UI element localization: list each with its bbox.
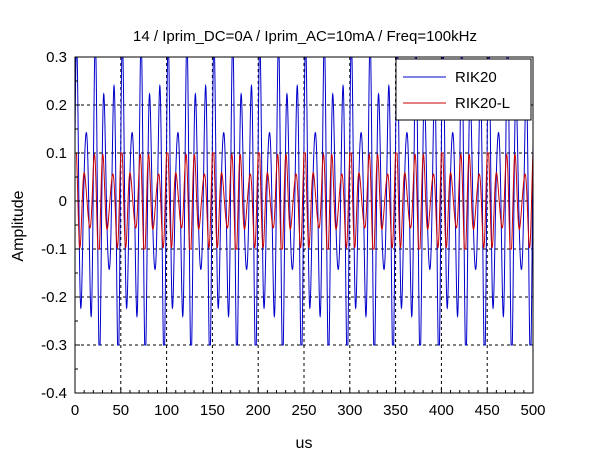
y-tick-label: 0.2 xyxy=(46,97,67,114)
y-tick-label: -0.2 xyxy=(41,289,67,306)
x-tick-label: 400 xyxy=(429,402,454,419)
x-tick-label: 100 xyxy=(154,402,179,419)
x-tick-label: 450 xyxy=(475,402,500,419)
legend-label-rik20-l: RIK20-L xyxy=(455,95,510,112)
y-tick-label: 0.3 xyxy=(46,49,67,66)
series-line-rik20 xyxy=(74,56,534,346)
x-tick-label: 250 xyxy=(291,402,316,419)
legend-label-rik20: RIK20 xyxy=(455,69,497,86)
y-axis-label: Amplitude xyxy=(10,190,27,261)
x-tick-label: 200 xyxy=(246,402,271,419)
y-tick-label: 0 xyxy=(59,193,67,210)
x-tick-label: 350 xyxy=(383,402,408,419)
y-tick-label: 0.1 xyxy=(46,145,67,162)
x-tick-label: 300 xyxy=(337,402,362,419)
series-layer xyxy=(74,56,534,346)
legend: RIK20 RIK20-L xyxy=(395,58,532,121)
x-axis-label: us xyxy=(296,435,313,452)
y-tick-label: -0.1 xyxy=(41,241,67,258)
legend-box xyxy=(395,58,532,121)
chart-title: 14 / Iprim_DC=0A / Iprim_AC=10mA / Freq=… xyxy=(133,28,477,45)
x-tick-label: 0 xyxy=(71,402,79,419)
x-tick-label: 150 xyxy=(200,402,225,419)
ticks: 0 50 100 150 200 250 300 350 400 450 500 -0.4 -0.3 -0… xyxy=(41,49,545,419)
x-tick-label: 50 xyxy=(112,402,129,419)
x-tick-label: 500 xyxy=(520,402,545,419)
y-tick-label: -0.3 xyxy=(41,337,67,354)
y-tick-label: -0.4 xyxy=(41,385,67,402)
series-line-rik20-l xyxy=(75,152,534,250)
